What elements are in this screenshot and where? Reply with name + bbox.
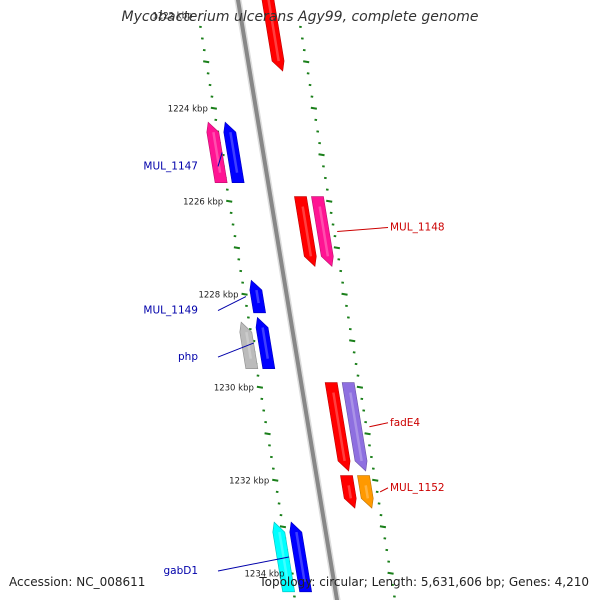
major-tick bbox=[210, 106, 218, 110]
major-tick bbox=[279, 525, 287, 529]
gene-leader-line bbox=[217, 556, 289, 572]
major-tick bbox=[310, 106, 318, 110]
gene-highlight bbox=[255, 289, 260, 304]
major-tick bbox=[349, 339, 356, 343]
gene-leader-line bbox=[369, 422, 389, 428]
genes-label: Genes: bbox=[508, 575, 551, 589]
topology-value: circular bbox=[319, 575, 364, 589]
gene-highlight bbox=[364, 485, 370, 499]
length-label: Length: bbox=[371, 575, 418, 589]
genes-value: 4,210 bbox=[554, 575, 589, 589]
gene-highlight bbox=[267, 0, 280, 62]
tick-layer bbox=[199, 25, 396, 598]
length-value: 5,631,606 bp bbox=[420, 575, 501, 589]
major-tick bbox=[272, 478, 279, 482]
major-tick bbox=[387, 571, 394, 575]
kbp-marker-label: 1230 kbp bbox=[214, 383, 254, 393]
major-tick bbox=[364, 432, 371, 436]
label-layer: 1222 kbp 1224 kbp 1226 kbp 1228 kbp 1230 kbp… bbox=[143, 11, 444, 579]
genome-info: Topology: circular; Length: 5,631,606 bp… bbox=[259, 575, 589, 589]
kbp-marker-label: 1232 kbp bbox=[229, 476, 269, 486]
backbone-layer bbox=[234, 0, 341, 600]
major-tick bbox=[233, 246, 241, 250]
gene-highlight bbox=[229, 131, 239, 173]
kbp-marker-label: 1234 kbp bbox=[245, 569, 285, 579]
kbp-marker-label: 1222 kbp bbox=[152, 11, 192, 21]
major-tick bbox=[326, 199, 333, 203]
major-tick bbox=[372, 478, 379, 482]
gene-label[interactable]: fadE4 bbox=[390, 417, 420, 429]
gene-highlight bbox=[347, 485, 353, 499]
major-tick bbox=[303, 60, 310, 64]
gene-label[interactable]: MUL_1152 bbox=[390, 482, 445, 494]
gene-highlight bbox=[278, 531, 289, 583]
topology-label: Topology: bbox=[259, 575, 316, 589]
major-tick bbox=[241, 292, 248, 296]
gene-label[interactable]: MUL_1147 bbox=[143, 160, 198, 172]
gene-label[interactable]: php bbox=[178, 351, 198, 363]
accession-info: Accession: NC_008611 bbox=[9, 575, 145, 589]
accession-value: NC_008611 bbox=[76, 575, 146, 589]
gene-leader-line bbox=[217, 152, 223, 167]
major-tick bbox=[356, 385, 364, 389]
gene-leader-line bbox=[217, 342, 254, 358]
kbp-marker-label: 1226 kbp bbox=[183, 197, 223, 207]
gene-highlight bbox=[301, 206, 313, 257]
gene-highlight bbox=[295, 531, 306, 583]
gene-highlight bbox=[212, 131, 222, 173]
major-tick bbox=[318, 153, 325, 157]
major-tick bbox=[203, 60, 210, 64]
gene-label[interactable]: MUL_1148 bbox=[390, 221, 445, 233]
gene-highlight bbox=[332, 392, 346, 462]
major-tick bbox=[379, 525, 387, 529]
gene-highlight bbox=[318, 206, 330, 257]
major-tick bbox=[256, 385, 264, 389]
gene-leader-line bbox=[379, 487, 389, 493]
genome-backbone bbox=[235, 0, 340, 600]
kbp-marker-label: 1224 kbp bbox=[168, 104, 208, 114]
gene-g10[interactable] bbox=[340, 475, 357, 509]
gene-leader-line bbox=[217, 296, 247, 312]
gene-label[interactable]: gabD1 bbox=[163, 565, 198, 577]
gene-layer bbox=[206, 0, 374, 593]
major-tick bbox=[333, 246, 341, 250]
major-tick bbox=[264, 432, 271, 436]
accession-label: Accession: bbox=[9, 575, 73, 589]
major-tick bbox=[341, 292, 348, 296]
gene-leader-line bbox=[337, 226, 389, 232]
gene-highlight bbox=[261, 327, 270, 359]
map-title: Mycobacterium ulcerans Agy99, complete g… bbox=[121, 9, 479, 25]
major-tick bbox=[226, 199, 233, 203]
kbp-marker-label: 1228 kbp bbox=[198, 290, 238, 300]
gene-label[interactable]: MUL_1149 bbox=[143, 305, 198, 317]
gene-g11[interactable] bbox=[357, 475, 374, 509]
gene-highlight bbox=[349, 392, 363, 462]
